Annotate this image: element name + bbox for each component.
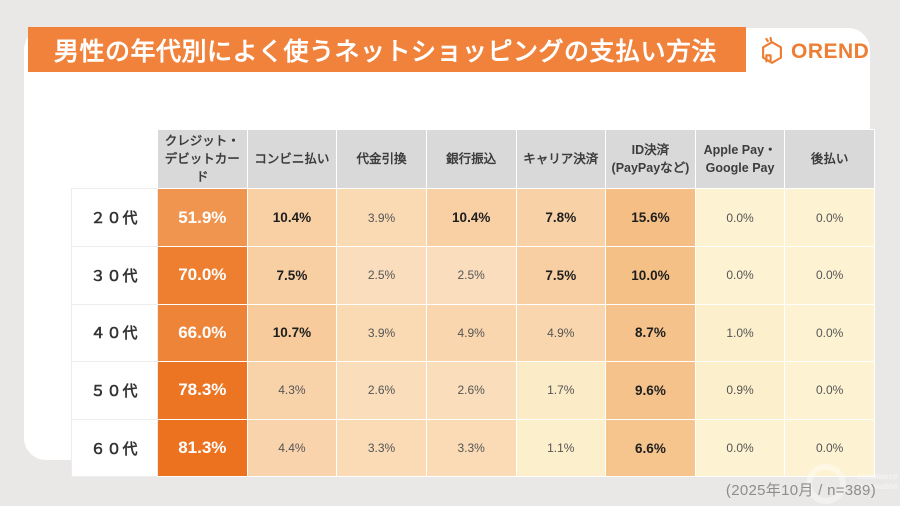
value-cell: 9.6% xyxy=(605,361,696,420)
value-cell: 3.9% xyxy=(336,188,427,247)
table-body: ２０代 51.9% 10.4% 3.9% 10.4% 7.8% 15.6% 0.0% 0.0% ３… xyxy=(71,188,875,478)
content-card: クレジット・ デビットカード コンビニ払い 代金引換 銀行振込 キャリア決済 ID決済 (Pa… xyxy=(24,28,875,478)
value-cell: 2.5% xyxy=(425,245,517,305)
table-row: ３０代 70.0% 7.5% 2.5% 2.5% 7.5% 10.0% 0.0% 0.0% xyxy=(71,245,875,305)
column-header: 後払い xyxy=(784,128,875,190)
header-row: クレジット・ デビットカード コンビニ払い 代金引換 銀行振込 キャリア決済 ID決済 (Pa… xyxy=(71,128,875,190)
value-cell: 1.1% xyxy=(515,418,607,478)
value-cell: 10.4% xyxy=(425,188,517,247)
orend-logo: OREND xyxy=(757,37,869,67)
value-cell: 1.0% xyxy=(694,303,786,363)
value-cell: 0.9% xyxy=(694,361,786,420)
table-row: ２０代 51.9% 10.4% 3.9% 10.4% 7.8% 15.6% 0.0% 0.0% xyxy=(71,188,875,247)
value-cell: 3.9% xyxy=(336,303,427,363)
value-cell: 2.6% xyxy=(336,361,427,420)
value-cell: 2.6% xyxy=(425,361,517,420)
value-cell: 0.0% xyxy=(694,188,786,247)
row-label: ３０代 xyxy=(71,245,158,305)
corner-cell xyxy=(71,129,158,189)
value-cell: 7.8% xyxy=(515,188,607,247)
value-cell: 6.6% xyxy=(605,418,696,478)
value-cell: 2.5% xyxy=(336,245,427,305)
value-cell: 81.3% xyxy=(157,418,248,478)
value-cell: 0.0% xyxy=(784,188,875,247)
table-row: ４０代 66.0% 10.7% 3.9% 4.9% 4.9% 8.7% 1.0% 0.0% xyxy=(71,303,875,363)
column-header: コンビニ払い xyxy=(246,128,338,190)
value-cell: 0.0% xyxy=(694,418,786,478)
column-header: ID決済 (PayPayなど) xyxy=(605,128,696,190)
value-cell: 0.0% xyxy=(784,303,875,363)
title-banner: 男性の年代別によく使うネットショッピングの支払い方法 xyxy=(28,27,746,72)
row-label: ６０代 xyxy=(71,418,158,478)
table-header: クレジット・ デビットカード コンビニ払い 代金引換 銀行振込 キャリア決済 ID決済 (Pa… xyxy=(71,128,875,190)
value-cell: 4.3% xyxy=(246,361,338,420)
orend-logo-text: OREND xyxy=(791,40,870,63)
value-cell: 3.3% xyxy=(425,418,517,478)
column-header: 銀行振込 xyxy=(425,128,517,190)
value-cell: 70.0% xyxy=(157,245,248,305)
value-cell: 0.0% xyxy=(694,245,786,305)
value-cell: 78.3% xyxy=(157,361,248,420)
survey-note: (2025年10月 / n=389) xyxy=(725,482,876,499)
value-cell: 7.5% xyxy=(515,245,607,305)
value-cell: 4.9% xyxy=(515,303,607,363)
value-cell: 10.7% xyxy=(246,303,338,363)
value-cell: 7.5% xyxy=(246,245,338,305)
value-cell: 1.7% xyxy=(515,361,607,420)
payment-table: クレジット・ デビットカード コンビニ払い 代金引換 銀行振込 キャリア決済 ID決済 (Pa… xyxy=(71,128,875,478)
orend-house-icon xyxy=(762,37,782,64)
row-label: ５０代 xyxy=(71,361,158,420)
value-cell: 8.7% xyxy=(605,303,696,363)
column-header: 代金引換 xyxy=(336,128,427,190)
value-cell: 10.4% xyxy=(246,188,338,247)
value-cell: 10.0% xyxy=(605,245,696,305)
page-title: 男性の年代別によく使うネットショッピングの支払い方法 xyxy=(54,37,718,66)
column-header: Apple Pay・ Google Pay xyxy=(694,128,786,190)
column-header: クレジット・ デビットカード xyxy=(157,128,248,190)
value-cell: 15.6% xyxy=(605,188,696,247)
value-cell: 4.9% xyxy=(425,303,517,363)
value-cell: 0.0% xyxy=(784,361,875,420)
column-header: キャリア決済 xyxy=(515,128,607,190)
row-label: ４０代 xyxy=(71,303,158,363)
value-cell: 66.0% xyxy=(157,303,248,363)
table-row: ５０代 78.3% 4.3% 2.6% 2.6% 1.7% 9.6% 0.9% 0.0% xyxy=(71,361,875,420)
value-cell: 0.0% xyxy=(784,418,875,478)
value-cell: 0.0% xyxy=(784,245,875,305)
table-row: ６０代 81.3% 4.4% 3.3% 3.3% 1.1% 6.6% 0.0% 0.0% xyxy=(71,418,875,478)
value-cell: 3.3% xyxy=(336,418,427,478)
value-cell: 51.9% xyxy=(157,188,248,247)
value-cell: 4.4% xyxy=(246,418,338,478)
row-label: ２０代 xyxy=(71,188,158,247)
